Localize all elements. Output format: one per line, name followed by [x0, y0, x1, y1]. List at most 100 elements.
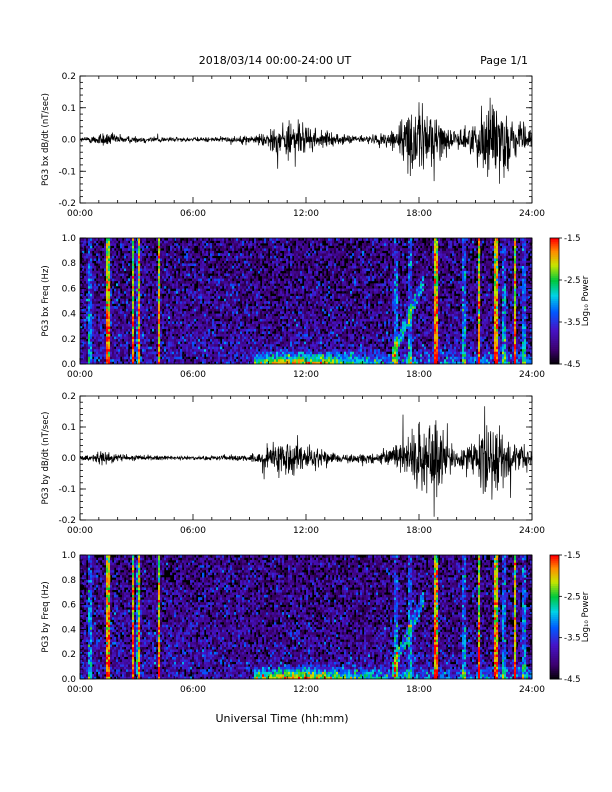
spectrogram-cell [278, 306, 280, 309]
spectrogram-cell [120, 354, 122, 357]
spectrogram-cell [246, 283, 248, 286]
spectrogram-cell [158, 251, 160, 254]
spectrogram-cell [130, 251, 132, 254]
spectrogram-cell [226, 326, 228, 329]
spectrogram-cell [140, 314, 142, 317]
spectrogram-cell [250, 346, 252, 349]
spectrogram-cell [252, 334, 254, 337]
spectrogram-cell [192, 329, 194, 332]
spectrogram-cell [198, 341, 200, 344]
x-tick-label: 06:00 [180, 209, 206, 219]
spectrogram-cell [118, 243, 120, 246]
spectrogram-cell [114, 314, 116, 317]
spectrogram-cell [276, 251, 278, 254]
spectrogram-cell [142, 324, 144, 327]
spectrogram-cell [140, 256, 142, 259]
spectrogram-cell [188, 339, 190, 342]
spectrogram-cell [218, 288, 220, 291]
spectrogram-cell [226, 321, 228, 324]
spectrogram-cell [304, 283, 306, 286]
spectrogram-cell [254, 298, 256, 301]
spectrogram-cell [282, 309, 284, 312]
spectrogram-cell [112, 238, 114, 241]
spectrogram-cell [220, 359, 222, 362]
spectrogram-cell [184, 251, 186, 254]
spectrogram-cell [218, 298, 220, 301]
spectrogram-cell [90, 298, 92, 301]
spectrogram-cell [122, 326, 124, 329]
spectrogram-cell [292, 346, 294, 349]
spectrogram-cell [120, 336, 122, 339]
spectrogram-cell [240, 256, 242, 259]
spectrogram-cell [214, 306, 216, 309]
spectrogram-cell [198, 329, 200, 332]
spectrogram-cell [114, 291, 116, 294]
spectrogram-cell [122, 336, 124, 339]
spectrogram-cell [118, 306, 120, 309]
spectrogram-cell [264, 339, 266, 342]
spectrogram-cell [200, 251, 202, 254]
spectrogram-cell [218, 268, 220, 271]
spectrogram-cell [164, 301, 166, 304]
spectrogram-cell [302, 271, 304, 274]
spectrogram-cell [300, 296, 302, 299]
spectrogram-cell [222, 306, 224, 309]
spectrogram-cell [204, 341, 206, 344]
spectrogram-cell [196, 311, 198, 314]
spectrogram-cell [158, 291, 160, 294]
spectrogram-cell [156, 273, 158, 276]
spectrogram-cell [242, 266, 244, 269]
spectrogram-cell [262, 278, 264, 281]
spectrogram-cell [266, 278, 268, 281]
spectrogram-cell [208, 356, 210, 359]
spectrogram-cell [290, 306, 292, 309]
spectrogram-cell [126, 336, 128, 339]
spectrogram-cell [118, 293, 120, 296]
spectrogram-cell [296, 329, 298, 332]
spectrogram-cell [238, 349, 240, 352]
spectrogram-cell [170, 268, 172, 271]
spectrogram-cell [262, 349, 264, 352]
spectrogram-cell [262, 291, 264, 294]
spectrogram-cell [146, 246, 148, 249]
spectrogram-cell [248, 301, 250, 304]
spectrogram-cell [84, 266, 86, 269]
spectrogram-cell [242, 319, 244, 322]
spectrogram-cell [102, 238, 104, 241]
spectrogram-cell [212, 296, 214, 299]
spectrogram-cell [262, 321, 264, 324]
spectrogram-cell [116, 339, 118, 342]
spectrogram-cell [228, 276, 230, 279]
spectrogram-cell [98, 278, 100, 281]
spectrogram-cell [306, 258, 308, 261]
spectrogram-cell [302, 273, 304, 276]
spectrogram-cell [132, 309, 134, 312]
spectrogram-cell [240, 296, 242, 299]
spectrogram-cell [110, 321, 112, 324]
spectrogram-cell [290, 354, 292, 357]
spectrogram-cell [306, 311, 308, 314]
spectrogram-cell [166, 331, 168, 334]
spectrogram-cell [210, 356, 212, 359]
spectrogram-cell [102, 341, 104, 344]
spectrogram-cell [292, 326, 294, 329]
spectrogram-cell [242, 316, 244, 319]
spectrogram-cell [226, 314, 228, 317]
spectrogram-cell [106, 291, 108, 294]
spectrogram-cell [298, 331, 300, 334]
spectrogram-cell [292, 248, 294, 251]
spectrogram-cell [264, 271, 266, 274]
spectrogram-cell [114, 339, 116, 342]
spectrogram-cell [246, 359, 248, 362]
spectrogram-cell [180, 276, 182, 279]
spectrogram-cell [300, 349, 302, 352]
spectrogram-cell [186, 326, 188, 329]
spectrogram-cell [246, 278, 248, 281]
spectrogram-cell [150, 336, 152, 339]
spectrogram-cell [254, 356, 256, 359]
spectrogram-cell [106, 243, 108, 246]
spectrogram-cell [210, 276, 212, 279]
spectrogram-cell [216, 283, 218, 286]
spectrogram-cell [132, 311, 134, 314]
spectrogram-cell [230, 258, 232, 261]
